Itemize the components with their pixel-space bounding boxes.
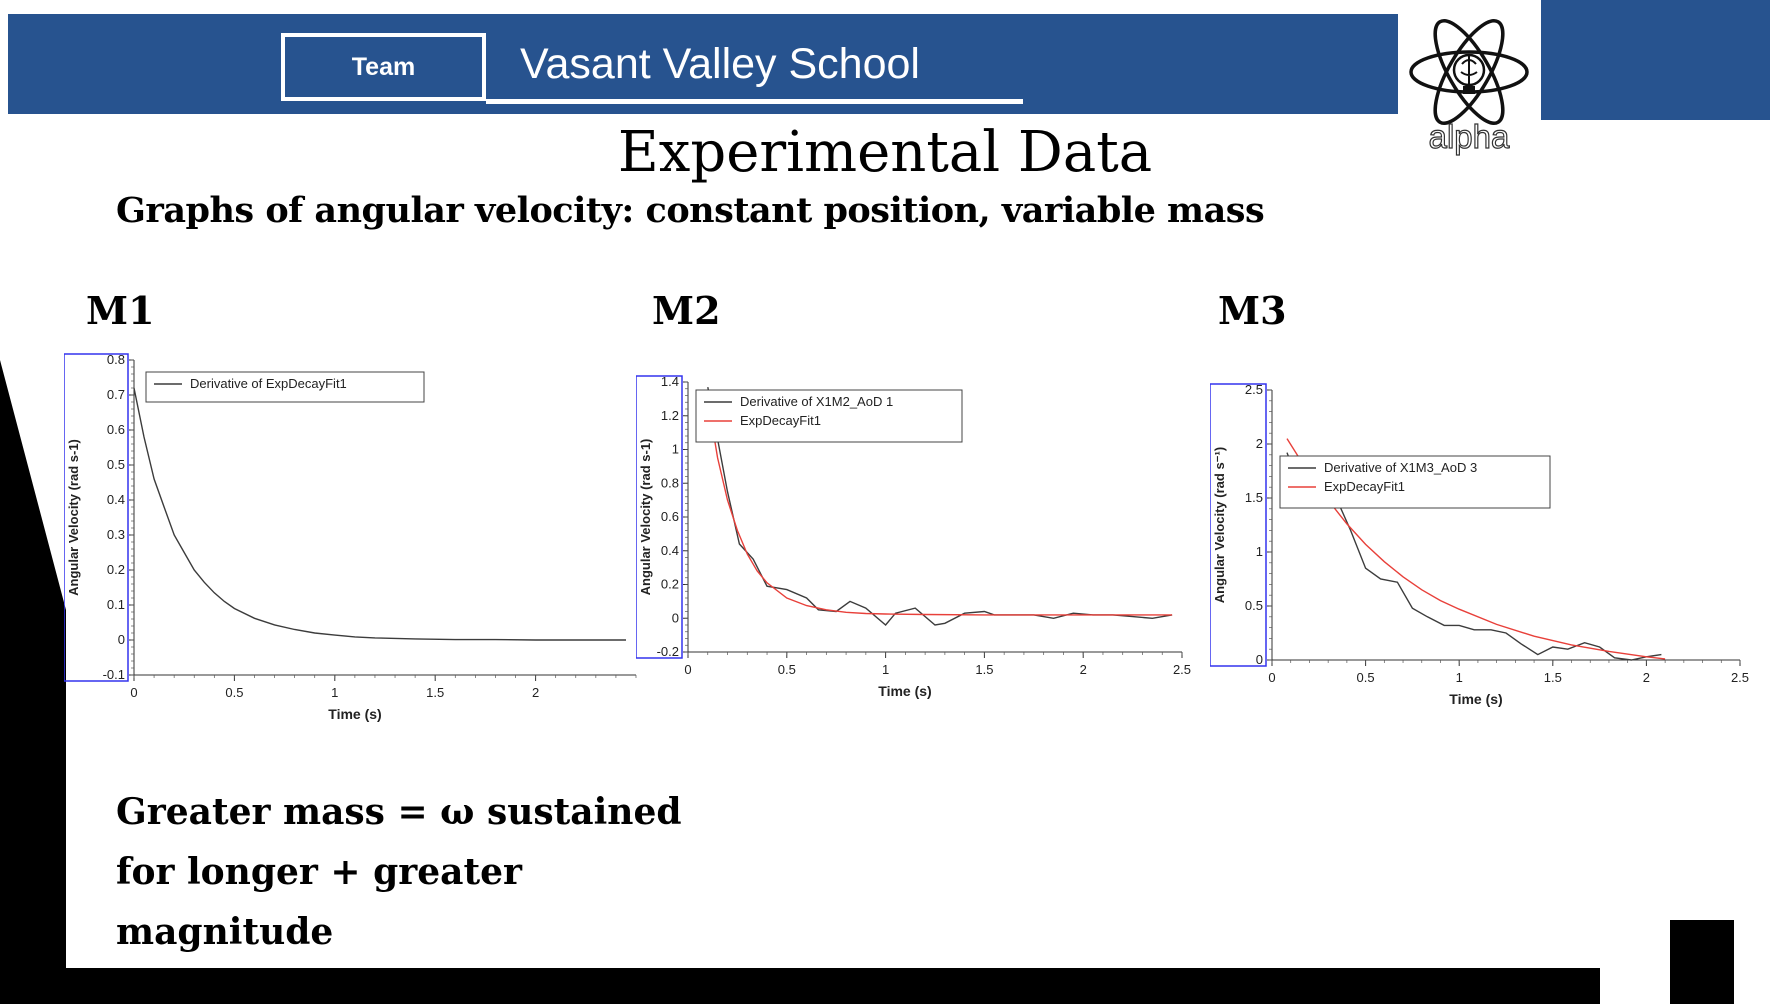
x-tick-label: 1.5 bbox=[426, 685, 444, 700]
x-tick-label: 2.5 bbox=[1173, 662, 1191, 677]
y-tick-label: -0.1 bbox=[103, 667, 125, 682]
y-axis-highlight bbox=[64, 353, 129, 682]
conclusion-line: Greater mass = ω sustained bbox=[116, 791, 682, 833]
series-line bbox=[133, 387, 626, 641]
series-line bbox=[707, 398, 1173, 616]
x-tick-label: 1.5 bbox=[975, 662, 993, 677]
series-line bbox=[1286, 438, 1666, 660]
corner-black-block bbox=[1670, 920, 1734, 1004]
y-tick-label: 0.4 bbox=[107, 492, 125, 507]
y-axis-highlight bbox=[1210, 383, 1267, 667]
x-tick-label: 1 bbox=[1456, 670, 1463, 685]
y-tick-label: 2 bbox=[1256, 436, 1263, 451]
legend-entry: Derivative of X1M3_AoD 3 bbox=[1324, 460, 1477, 475]
y-tick-label: 0.8 bbox=[107, 352, 125, 367]
school-underline bbox=[486, 99, 1023, 104]
y-axis-label: Angular Velocity (rad s-1) bbox=[66, 439, 81, 596]
legend-entry: ExpDecayFit1 bbox=[740, 413, 821, 428]
y-tick-label: 0.2 bbox=[107, 562, 125, 577]
x-tick-label: 0.5 bbox=[778, 662, 796, 677]
legend-box bbox=[145, 371, 425, 403]
legend-entry: Derivative of X1M2_AoD 1 bbox=[740, 394, 893, 409]
x-tick-label: 1.5 bbox=[1544, 670, 1562, 685]
legend-box bbox=[1279, 455, 1551, 509]
school-name: Vasant Valley School bbox=[520, 40, 920, 88]
y-tick-label: 0.1 bbox=[107, 597, 125, 612]
legend-entry: Derivative of ExpDecayFit1 bbox=[190, 376, 347, 391]
x-tick-label: 0 bbox=[130, 685, 137, 700]
y-tick-label: 1.4 bbox=[661, 374, 679, 389]
y-tick-label: 1.2 bbox=[661, 408, 679, 423]
x-axis-label: Time (s) bbox=[1449, 691, 1502, 707]
atom-brain-icon: alpha bbox=[1409, 19, 1529, 156]
alpha-logo: alpha bbox=[1398, 14, 1541, 164]
slide-frame-top bbox=[0, 0, 1541, 14]
x-tick-label: 0 bbox=[1268, 670, 1275, 685]
x-tick-label: 1 bbox=[882, 662, 889, 677]
y-tick-label: 0.4 bbox=[661, 543, 679, 558]
y-axis-label: Angular Velocity (rad s⁻¹) bbox=[1212, 447, 1227, 603]
y-tick-label: 0 bbox=[118, 632, 125, 647]
y-tick-label: 0.6 bbox=[107, 422, 125, 437]
x-tick-label: 2 bbox=[532, 685, 539, 700]
y-tick-label: 0 bbox=[1256, 652, 1263, 667]
y-axis-label: Angular Velocity (rad s-1) bbox=[638, 439, 653, 596]
conclusion-line: for longer + greater bbox=[116, 851, 523, 893]
x-tick-label: 2 bbox=[1643, 670, 1650, 685]
series-line bbox=[707, 386, 1173, 626]
y-tick-label: 0.5 bbox=[1245, 598, 1263, 613]
legend-entry: ExpDecayFit1 bbox=[1324, 479, 1405, 494]
y-tick-label: 0.5 bbox=[107, 457, 125, 472]
conclusion-text: Greater mass = ω sustained for longer + … bbox=[116, 782, 682, 962]
x-tick-label: 0.5 bbox=[225, 685, 243, 700]
y-tick-label: 0.7 bbox=[107, 387, 125, 402]
y-tick-label: 0 bbox=[672, 610, 679, 625]
y-tick-label: 0.8 bbox=[661, 475, 679, 490]
y-tick-label: 1.5 bbox=[1245, 490, 1263, 505]
chart-m2: -0.2 0 0.2 0.4 0.6 0.8 1 1.2 1.4 0 0.5 1 1.5 2 2.5 Time… bbox=[636, 374, 1191, 699]
panel-label-m1: M1 bbox=[86, 288, 155, 333]
y-tick-label: 0.2 bbox=[661, 577, 679, 592]
series-line bbox=[1286, 452, 1662, 661]
x-tick-label: 1 bbox=[331, 685, 338, 700]
y-tick-label: 2.5 bbox=[1245, 382, 1263, 397]
slide-title: Experimental Data bbox=[617, 120, 1153, 185]
panel-label-m2: M2 bbox=[652, 288, 721, 333]
header-bar-right bbox=[1541, 0, 1770, 120]
slide-subtitle: Graphs of angular velocity: constant pos… bbox=[116, 190, 1265, 231]
logo-text: alpha bbox=[1429, 118, 1510, 155]
x-tick-label: 2.5 bbox=[1731, 670, 1749, 685]
x-tick-label: 2 bbox=[1080, 662, 1087, 677]
y-tick-label: 0.3 bbox=[107, 527, 125, 542]
y-tick-label: -0.2 bbox=[657, 644, 679, 659]
x-tick-label: 0 bbox=[684, 662, 691, 677]
panel-label-m3: M3 bbox=[1218, 288, 1287, 333]
y-tick-label: 0.6 bbox=[661, 509, 679, 524]
x-axis-label: Time (s) bbox=[328, 706, 381, 722]
chart-m3: 0 0.5 1 1.5 2 2.5 0 0.5 1 1.5 2 2.5 Time (s) Angular … bbox=[1210, 382, 1749, 707]
chart-m1: -0.1 0 0.1 0.2 0.3 0.4 0.5 0.6 0.7 0.8 0 0.5 1 1.5 2 Ti… bbox=[64, 352, 637, 722]
y-tick-label: 1 bbox=[1256, 544, 1263, 559]
conclusion-line: magnitude bbox=[116, 911, 334, 953]
y-tick-label: 1 bbox=[672, 442, 679, 457]
left-black-shape bbox=[0, 360, 66, 1004]
header-bar bbox=[8, 14, 1398, 114]
bottom-black-bar bbox=[60, 968, 1600, 1004]
x-axis-label: Time (s) bbox=[878, 683, 931, 699]
x-tick-label: 0.5 bbox=[1357, 670, 1375, 685]
team-label: Team bbox=[281, 33, 486, 101]
y-axis-highlight bbox=[636, 375, 683, 659]
legend-box bbox=[695, 389, 963, 443]
